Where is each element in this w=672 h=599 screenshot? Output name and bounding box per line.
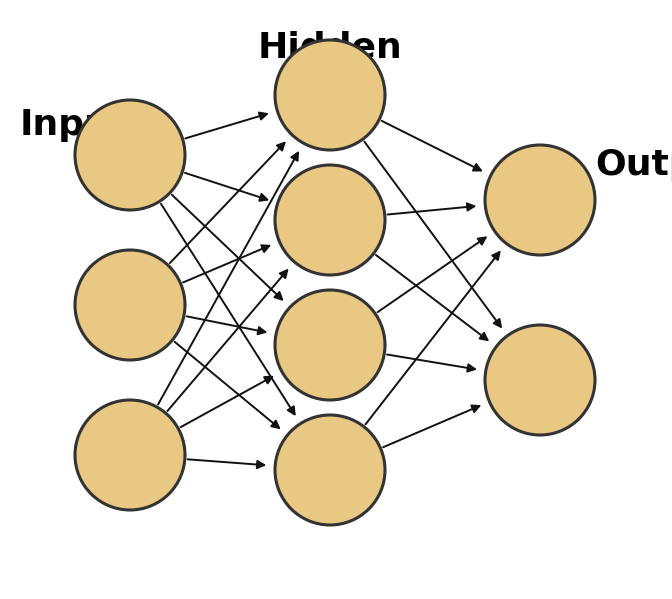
- Circle shape: [485, 145, 595, 255]
- Circle shape: [75, 100, 185, 210]
- Circle shape: [275, 290, 385, 400]
- Circle shape: [75, 250, 185, 360]
- Circle shape: [275, 415, 385, 525]
- Text: Output: Output: [595, 148, 672, 182]
- Circle shape: [485, 325, 595, 435]
- Text: Hidden: Hidden: [257, 30, 403, 64]
- Text: Input: Input: [20, 108, 128, 142]
- Circle shape: [75, 400, 185, 510]
- Circle shape: [275, 165, 385, 275]
- Circle shape: [275, 40, 385, 150]
